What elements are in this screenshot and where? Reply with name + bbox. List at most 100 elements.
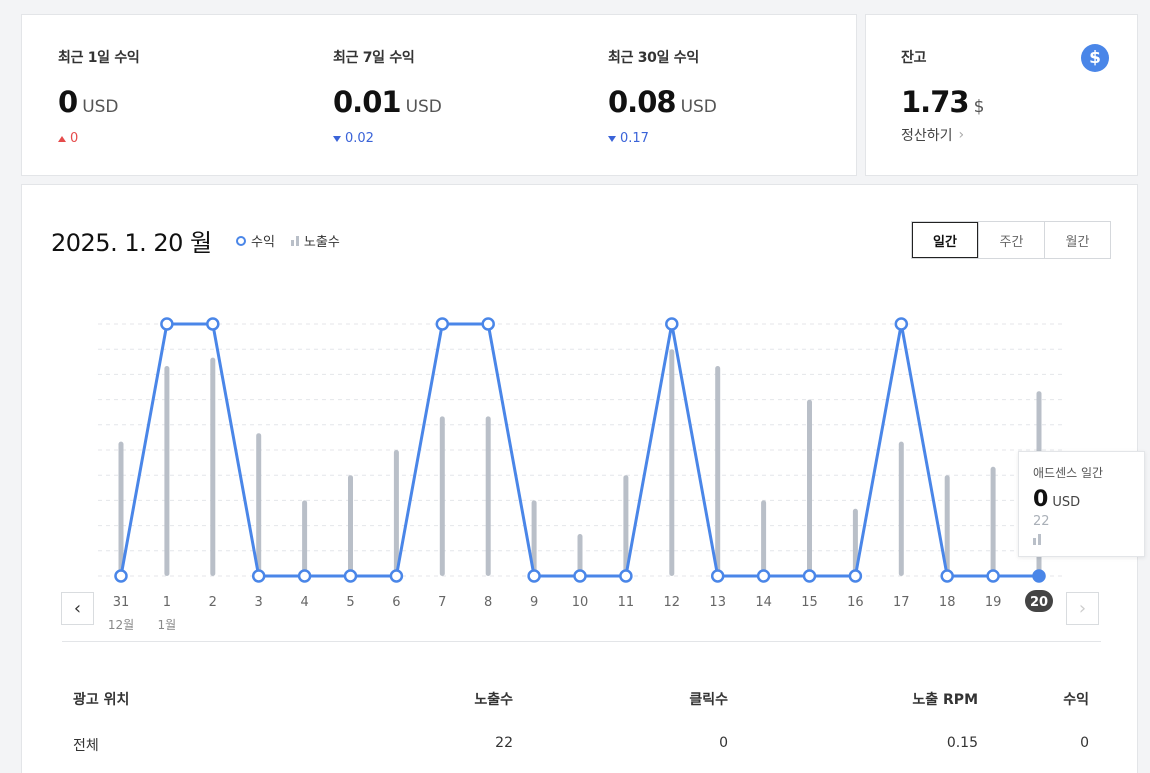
x-tick-label: 16 [847,595,864,610]
stat-delta: 0 [58,131,140,146]
delta-value: 0.02 [345,131,374,146]
stat-1day: 최근 1일 수익 0 USD 0 [58,47,140,146]
balance-value: 1.73 [901,85,970,119]
impression-bar [393,450,399,576]
tooltip-unit: USD [1052,495,1081,510]
x-tick-label: 4 [300,595,308,610]
tooltip-value: 0 [1033,487,1049,512]
impression-bar [256,433,262,576]
impression-bar [990,466,996,576]
x-tick-label: 5 [346,595,354,610]
stat-unit: USD [405,97,442,117]
chart-date-title: 2025. 1. 20 월 [51,229,212,257]
arrow-down-icon [333,135,341,142]
tooltip-impressions: 22 [1033,514,1050,529]
impression-bar [944,475,950,576]
impression-bar [302,500,308,576]
revenue-point [160,317,174,331]
table-cell: 0 [719,735,728,751]
period-weekly-button[interactable]: 주간 [978,222,1044,258]
stat-unit: USD [82,97,119,117]
table-row: 전체 22 0 0.15 0 [73,735,1089,755]
x-tick-label: 18 [939,595,956,610]
arrow-up-icon [58,135,66,142]
legend-impressions-label: 노출수 [303,235,340,250]
revenue-point [894,317,909,331]
impression-bar [210,357,216,576]
revenue-point [343,569,358,583]
table-header-cell: 광고 위치 [73,692,130,708]
legend-revenue-label: 수익 [251,235,275,250]
chart-next-button[interactable]: › [1066,592,1099,625]
balance-card: 잔고 1.73 $ $ 정산하기 › [865,14,1138,176]
revenue-point [206,317,220,331]
bar-chart-icon [1033,533,1130,545]
impression-bar [164,366,170,576]
stat-7day: 최근 7일 수익 0.01 USD 0.02 [333,47,442,146]
impression-bar [531,500,537,576]
chart-tooltip: 애드센스 일간 0 USD 22 [1018,451,1145,557]
revenue-point [527,569,541,583]
settle-link[interactable]: 정산하기 › [901,125,964,145]
delta-value: 0 [70,131,79,146]
impression-bar [761,500,767,576]
stat-30day: 최근 30일 수익 0.08 USD 0.17 [608,47,717,146]
impression-bar [852,508,858,576]
impression-bar [577,534,583,576]
stat-value: 0.08 [608,85,677,119]
impression-bar [623,475,629,576]
period-toggle: 일간 주간 월간 [911,221,1111,259]
impression-bar [807,399,812,576]
month-label: 1월 [158,618,177,632]
revenue-point [756,569,771,583]
x-tick-label: 15 [801,595,818,610]
stat-label: 최근 30일 수익 [608,50,699,66]
x-tick-label: 12 [664,595,681,610]
selected-day-badge [1025,590,1053,612]
balance-stat: 잔고 1.73 $ [901,47,984,119]
x-tick-label: 14 [755,595,772,610]
balance-unit: $ [973,97,985,117]
x-tick-label: 8 [484,595,492,610]
table-cell: 전체 [73,738,99,754]
x-tick-label: 19 [985,595,1002,610]
revenue-point [389,569,404,583]
x-tick-label: 31 [113,595,130,610]
legend-impressions: 노출수 [290,231,340,250]
impression-bar [898,441,904,576]
legend-revenue: 수익 [236,231,275,250]
x-tick-label: 6 [392,595,400,610]
impression-bar [715,366,721,576]
x-tick-label: 11 [618,595,635,610]
x-tick-label: 2 [209,595,217,610]
table-header-cell: 노출 RPM [912,692,978,708]
revenue-point [573,569,587,583]
month-label: 12월 [108,618,134,632]
table-header-row: 광고 위치 노출수 클릭수 노출 RPM 수익 [73,689,1089,709]
impression-bar [485,416,491,576]
x-tick-label: 3 [255,595,263,610]
revenue-point [710,569,725,583]
revenue-point [114,569,128,583]
table-header-cell: 클릭수 [689,692,728,708]
revenue-point [251,569,266,583]
x-tick-label: 17 [893,595,910,610]
table-header-cell: 노출수 [474,692,513,708]
impression-bar [348,475,353,576]
dollar-icon: $ [1081,44,1109,72]
x-tick-label: 9 [530,595,538,610]
summary-card: 최근 1일 수익 0 USD 0 최근 7일 수익 0.01 USD 0.02 … [21,14,857,176]
period-monthly-button[interactable]: 월간 [1044,222,1110,258]
chart-card: 2025. 1. 20 월 수익 노출수 일간 주간 월간 31 12월 1 1월 2 3… [21,184,1145,773]
table-header-cell: 수익 [1063,692,1089,708]
arrow-down-icon [608,135,616,142]
revenue-point [297,569,312,583]
stat-label: 최근 7일 수익 [333,50,415,66]
revenue-point [481,317,495,331]
period-daily-button[interactable]: 일간 [912,222,978,258]
delta-value: 0.17 [620,131,649,146]
chart-prev-button[interactable]: ‹ [61,592,94,625]
stat-label: 최근 1일 수익 [58,50,140,66]
x-tick-label: 10 [572,595,589,610]
table-cell: 0 [1080,735,1089,751]
